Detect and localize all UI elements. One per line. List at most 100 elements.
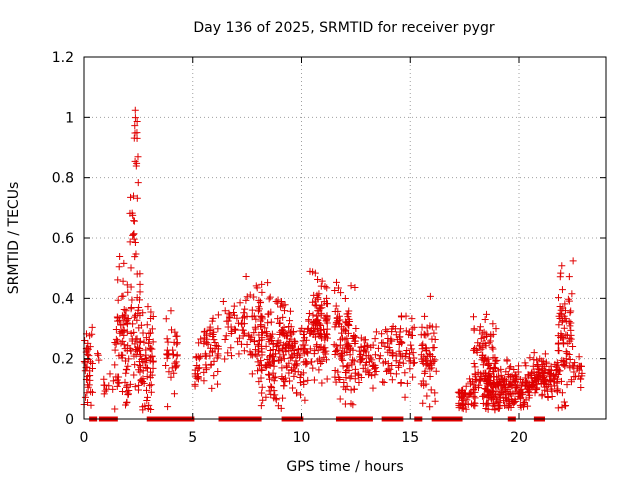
data-point xyxy=(540,379,548,387)
data-point xyxy=(214,380,222,388)
data-point xyxy=(505,373,513,381)
data-point xyxy=(229,309,237,317)
data-point xyxy=(145,401,153,409)
data-point xyxy=(288,330,296,338)
data-point xyxy=(143,397,151,405)
data-point xyxy=(305,310,313,318)
data-point xyxy=(370,361,378,369)
data-point xyxy=(291,361,299,369)
data-point xyxy=(558,262,566,270)
data-point xyxy=(283,332,291,340)
data-point xyxy=(266,351,274,359)
data-point xyxy=(371,371,379,379)
data-point xyxy=(430,329,438,337)
data-point xyxy=(407,341,415,349)
data-point xyxy=(279,329,287,337)
data-point xyxy=(489,330,497,338)
data-point xyxy=(334,317,342,325)
data-point xyxy=(541,350,549,358)
data-point xyxy=(374,344,382,352)
data-point xyxy=(113,313,121,321)
data-point xyxy=(331,287,339,295)
data-point xyxy=(511,377,519,385)
data-point xyxy=(286,377,294,385)
data-point xyxy=(471,394,479,402)
data-point xyxy=(258,389,266,397)
data-point xyxy=(486,378,494,386)
data-point xyxy=(279,313,287,321)
data-point xyxy=(317,343,325,351)
data-point xyxy=(87,358,95,366)
data-point xyxy=(496,390,504,398)
data-point xyxy=(167,373,175,381)
data-point xyxy=(252,315,260,323)
data-point xyxy=(567,307,575,315)
data-point xyxy=(554,371,562,379)
data-point xyxy=(558,403,566,411)
data-point xyxy=(253,352,261,360)
data-point xyxy=(255,331,263,339)
data-point xyxy=(517,385,525,393)
data-point xyxy=(248,370,256,378)
data-point xyxy=(134,179,142,187)
data-point xyxy=(320,325,328,333)
data-point xyxy=(512,384,520,392)
data-point xyxy=(352,325,360,333)
data-point xyxy=(522,362,530,370)
data-point xyxy=(521,374,529,382)
data-point xyxy=(539,365,547,373)
data-point xyxy=(406,350,414,358)
data-point xyxy=(103,385,111,393)
data-point xyxy=(301,396,309,404)
data-point xyxy=(334,368,342,376)
data-point xyxy=(408,315,416,323)
data-point xyxy=(492,325,500,333)
data-point xyxy=(396,358,404,366)
data-point xyxy=(131,239,139,247)
data-point xyxy=(280,355,288,363)
data-point xyxy=(308,358,316,366)
data-point xyxy=(214,342,222,350)
data-point xyxy=(143,386,151,394)
data-point xyxy=(265,310,273,318)
data-point xyxy=(507,363,515,371)
data-point xyxy=(313,341,321,349)
data-point xyxy=(318,379,326,387)
data-point xyxy=(133,118,141,126)
data-point xyxy=(148,345,156,353)
data-point xyxy=(489,380,497,388)
data-point xyxy=(419,399,427,407)
data-point xyxy=(143,393,151,401)
data-point xyxy=(147,329,155,337)
data-point xyxy=(145,336,153,344)
data-point xyxy=(120,306,128,314)
data-point xyxy=(131,383,139,391)
data-point xyxy=(109,377,117,385)
data-point xyxy=(403,347,411,355)
data-point xyxy=(195,364,203,372)
data-point xyxy=(418,323,426,331)
data-point xyxy=(265,295,273,303)
data-point xyxy=(406,365,414,373)
data-point xyxy=(116,253,124,261)
data-point xyxy=(147,381,155,389)
data-point xyxy=(246,348,254,356)
data-point xyxy=(282,341,290,349)
data-point xyxy=(534,373,542,381)
data-point xyxy=(81,359,89,367)
data-point xyxy=(371,335,379,343)
data-point xyxy=(135,346,143,354)
data-point xyxy=(323,284,331,292)
data-point xyxy=(351,284,359,292)
data-point xyxy=(426,365,434,373)
data-point xyxy=(350,331,358,339)
data-point xyxy=(100,390,108,398)
data-point xyxy=(392,370,400,378)
data-point xyxy=(311,333,319,341)
y-tick-label: 0.4 xyxy=(52,291,74,307)
data-point xyxy=(227,352,235,360)
data-point xyxy=(376,352,384,360)
x-tick-label: 20 xyxy=(510,430,528,446)
data-point xyxy=(253,284,261,292)
data-point xyxy=(163,346,171,354)
